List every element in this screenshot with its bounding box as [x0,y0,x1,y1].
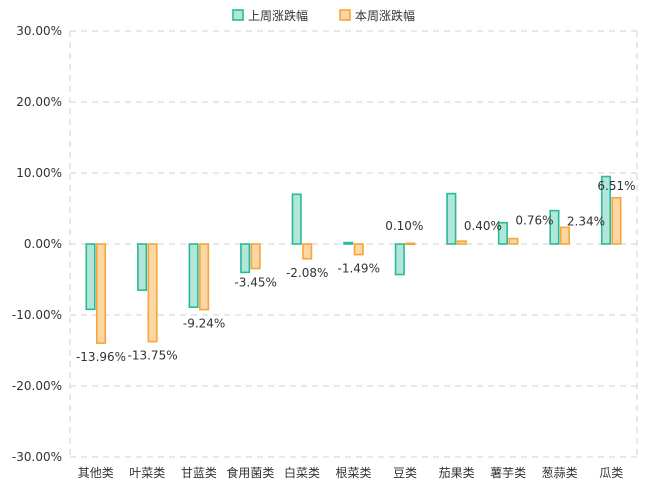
y-tick-label: 0.00% [24,237,62,251]
bar-this-week [95,243,107,344]
data-label: 0.40% [464,219,502,233]
bar-this-week [405,242,416,246]
legend-swatch [339,9,351,21]
bar-this-week [508,237,519,245]
data-label: 2.34% [567,214,605,228]
legend-swatch [232,9,244,21]
data-label: -9.24% [183,317,225,331]
bar-this-week [559,226,570,245]
y-tick-label: 30.00% [16,24,62,38]
x-tick-label: 薯芋类 [490,466,526,480]
bar-last-week [240,243,251,274]
y-tick-label: -20.00% [12,379,62,393]
data-labels: -13.96% -13.75% -9.24% -3.45% -2.08% -1.49% 0.… [76,179,636,364]
x-tick-label: 其他类 [78,466,114,480]
data-label: -3.45% [234,275,276,289]
bar-this-week [353,243,364,256]
bar-last-week [446,192,457,245]
y-tick-label: -10.00% [12,308,62,322]
bar-last-week [85,243,96,311]
data-label: -13.96% [76,350,126,364]
bar-this-week [147,243,158,343]
x-tick-label: 甘蓝类 [181,466,217,480]
bar-this-week [250,243,261,270]
y-tick-label: -30.00% [12,450,62,464]
data-label: 6.51% [597,179,635,193]
data-label: -13.75% [128,349,178,363]
x-tick-label: 豆类 [393,466,417,480]
data-label: -2.08% [286,266,328,280]
bar-last-week [394,243,405,276]
x-tick-label: 葱蒜类 [542,466,578,480]
y-tick-label: 20.00% [16,95,62,109]
x-tick-label: 食用菌类 [226,465,274,480]
x-tick-label: 叶菜类 [129,466,165,480]
bar-this-week [199,243,210,311]
x-axis: 其他类 叶菜类 甘蓝类 食用菌类 白菜类 根菜类 豆类 茄果类 薯芋类 葱蒜类 瓜类 [78,465,623,480]
data-label: -1.49% [338,262,380,276]
bar-last-week [549,209,560,245]
bars [85,175,622,344]
bar-last-week [291,193,302,245]
x-tick-label: 茄果类 [439,466,475,480]
data-label: 0.10% [385,219,423,233]
x-tick-label: 根菜类 [335,466,371,480]
bar-last-week [137,243,148,291]
bar-last-week [497,221,508,245]
bar-last-week [188,243,199,308]
legend-label: 上周涨跌幅 [248,8,308,23]
data-label: 0.76% [515,214,553,228]
bar-last-week [343,241,354,245]
x-tick-label: 瓜类 [599,466,623,480]
bar-this-week [456,240,467,245]
legend: 上周涨跌幅 本周涨跌幅 [232,8,415,23]
bar-this-week [302,243,313,260]
bar-last-week [600,175,612,245]
y-tick-label: 10.00% [16,166,62,180]
y-axis: -30.00% -20.00% -10.00% 0.00% 10.00% 20.00% 30… [12,24,62,464]
legend-label: 本周涨跌幅 [355,8,415,23]
bar-this-week [611,196,622,245]
x-tick-label: 白菜类 [284,465,320,480]
grid [69,30,638,458]
